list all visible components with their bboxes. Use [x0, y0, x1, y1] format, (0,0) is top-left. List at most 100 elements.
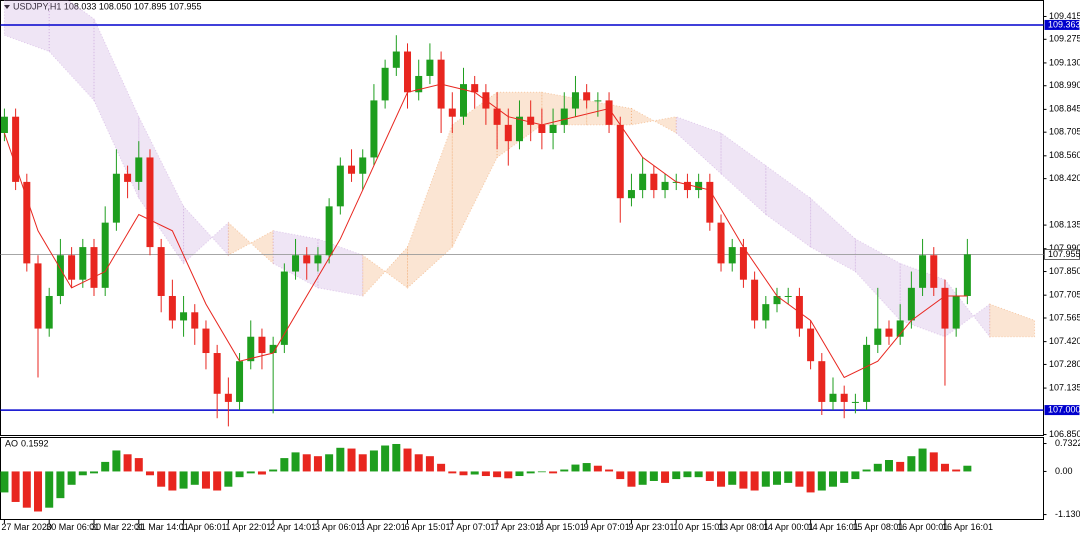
oscillator-bar [34, 471, 43, 512]
candle-body [616, 124, 624, 199]
cloud-segment [765, 164, 812, 249]
x-tick-label: 31 Mar 14:01 [136, 522, 189, 532]
candle-body [874, 328, 882, 345]
candle-body [112, 173, 120, 223]
oscillator-bar [168, 471, 177, 491]
oscillator-bar [134, 458, 143, 472]
oscillator-bar [616, 471, 625, 480]
candle-body [739, 247, 747, 280]
candle-body [661, 181, 669, 191]
candle-body [392, 51, 400, 68]
candle-body [303, 255, 311, 264]
oscillator-bar [201, 471, 210, 489]
oscillator-bar [795, 471, 804, 487]
candle-body [571, 92, 579, 109]
candle-body [762, 304, 770, 321]
candle-body [191, 312, 199, 329]
candle-body [68, 255, 76, 280]
oscillator-bar [459, 471, 468, 476]
x-tick-label: 1 Apr 22:01 [225, 522, 271, 532]
candle-body [885, 328, 893, 337]
x-tick-label: 6 Apr 15:01 [405, 522, 451, 532]
last-price-label: 107.955 [1048, 249, 1080, 259]
y-tick-label: -1.1305 [1055, 509, 1080, 519]
candle-body [258, 336, 266, 354]
y-tick-label: 108.135 [1049, 219, 1080, 229]
candle-body [34, 263, 42, 329]
candle-body [751, 279, 759, 321]
x-tick-label: 14 Apr 16:01 [808, 522, 859, 532]
oscillator-title: AO [5, 438, 18, 448]
candle-body [784, 295, 792, 297]
x-tick-label: 16 Apr 16:01 [942, 522, 993, 532]
oscillator-bar [358, 454, 367, 472]
oscillator-bar [840, 471, 849, 483]
oscillator-bar [638, 471, 647, 485]
candle-body [314, 255, 322, 264]
candle-body [370, 100, 378, 158]
oscillator-bar [593, 465, 602, 472]
oscillator-bar [627, 471, 636, 487]
oscillator-bar [739, 471, 748, 489]
menu-arrow[interactable] [4, 5, 10, 9]
y-tick-label: 108.990 [1049, 80, 1080, 90]
x-tick-label: 3 Apr 22:01 [360, 522, 406, 532]
candle-body [90, 247, 98, 288]
oscillator-bar [157, 471, 166, 487]
moving-average [3, 83, 968, 379]
y-tick-label: 108.560 [1049, 150, 1080, 160]
candle-body [560, 108, 568, 125]
oscillator-bar [705, 471, 714, 481]
candle-body [963, 254, 971, 296]
candle-body [773, 295, 781, 305]
oscillator-bar [817, 471, 826, 491]
candle-body [717, 222, 725, 264]
y-tick-label: 109.130 [1049, 57, 1080, 67]
oscillator-bar [940, 463, 949, 472]
cloud-segment [810, 197, 856, 273]
candle-body [45, 295, 53, 329]
cloud-segment [407, 124, 453, 289]
oscillator-bar [672, 471, 681, 480]
oscillator-bar [101, 461, 110, 472]
oscillator-bar [549, 471, 558, 474]
candle-body [0, 116, 8, 134]
candle-body [728, 247, 736, 264]
oscillator-bar [0, 471, 9, 493]
cloud-segment [989, 303, 1036, 338]
oscillator-bar [437, 463, 446, 472]
candle-body [818, 361, 826, 402]
oscillator-bar [325, 454, 334, 472]
cloud-segment [362, 245, 409, 298]
oscillator-bar [78, 471, 87, 476]
level-label: 109.363 [1048, 19, 1080, 29]
candle-body [695, 181, 703, 191]
x-tick-label: 2 Apr 14:01 [270, 522, 316, 532]
x-tick-label: 8 Apr 15:01 [539, 522, 585, 532]
candle-body [213, 353, 221, 394]
candle-body [863, 344, 871, 402]
oscillator-bar [112, 450, 121, 472]
cloud-segment [227, 221, 274, 265]
oscillator-bar [884, 460, 893, 472]
x-tick-label: 3 Apr 06:01 [315, 522, 361, 532]
oscillator-bar [22, 471, 31, 508]
cloud-segment [854, 238, 901, 322]
oscillator-bar [179, 471, 188, 489]
y-tick-label: 107.420 [1049, 336, 1080, 346]
candle-body [605, 100, 613, 125]
y-tick-label: 108.420 [1049, 173, 1080, 183]
oscillator-bar [313, 456, 322, 472]
oscillator-bar [347, 448, 356, 472]
oscillator-bar [896, 461, 905, 472]
oscillator-bar [369, 450, 378, 472]
x-tick-label: 7 Apr 23:01 [494, 522, 540, 532]
oscillator-bar [224, 471, 233, 487]
candle-body [135, 157, 143, 182]
candle-body [280, 271, 288, 345]
candle-body [168, 295, 176, 321]
candle-body [325, 206, 333, 256]
candle-body [639, 173, 647, 191]
oscillator-bar [649, 471, 658, 481]
